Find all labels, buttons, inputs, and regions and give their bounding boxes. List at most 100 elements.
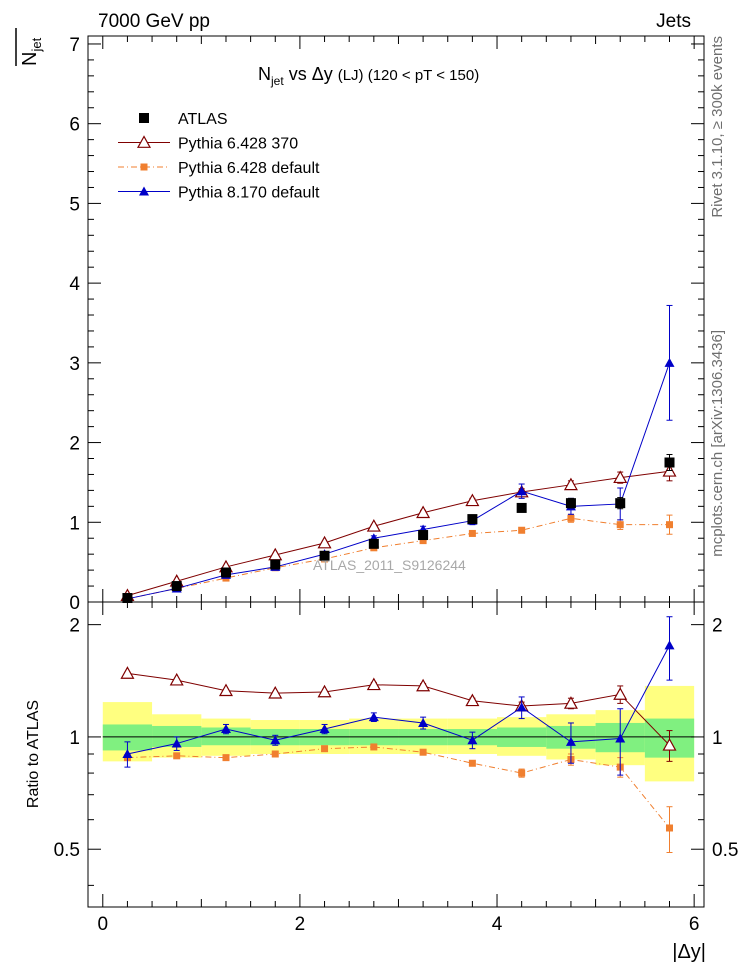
- legend-marker: [140, 163, 148, 171]
- main-y-axis-label: Njet: [15, 28, 44, 66]
- data-point: [516, 486, 527, 496]
- ylabel-sub: jet: [29, 37, 44, 52]
- series-pythia-6-428-default: [123, 743, 674, 853]
- series-line-pythia-8-170-default: [127, 362, 670, 600]
- series-line-pythia-6-428-default: [127, 517, 670, 600]
- data-point: [518, 769, 526, 777]
- data-point: [122, 748, 133, 758]
- data-point: [270, 559, 281, 570]
- legend-label: Pythia 8.170 default: [178, 185, 320, 202]
- ratio-y-tick-label-left: 2: [69, 616, 80, 637]
- data-point: [419, 748, 427, 756]
- series-line-pythia-6-428-370: [127, 672, 670, 746]
- ratio-uncertainty-bands: [102, 685, 695, 782]
- series-line-pythia-8-170-default: [127, 645, 670, 755]
- main-y-tick-label: 1: [69, 513, 80, 534]
- data-point: [220, 724, 231, 734]
- data-point: [419, 537, 427, 545]
- data-point: [268, 685, 283, 699]
- legend-marker: [136, 135, 152, 148]
- data-point: [418, 530, 429, 541]
- main-y-tick-label: 4: [69, 274, 80, 295]
- data-point: [319, 724, 330, 734]
- data-point: [613, 470, 628, 484]
- data-point: [169, 672, 184, 686]
- data-point: [366, 519, 381, 532]
- series-line-pythia-6-428-default: [127, 746, 670, 829]
- ratio-series-layer: [120, 616, 677, 853]
- data-point: [666, 521, 674, 529]
- legend-item-pythia-8-170-default: Pythia 8.170 default: [118, 185, 320, 202]
- data-point: [468, 759, 476, 767]
- data-point: [173, 752, 181, 760]
- ratio-y-tick-label-right: 1: [712, 728, 723, 749]
- main-y-tick-label: 7: [69, 35, 80, 56]
- data-point: [270, 735, 281, 745]
- data-point: [222, 754, 230, 762]
- series-atlas: [122, 454, 675, 604]
- side-label-mcplots: mcplots.cern.ch [arXiv:1306.3436]: [709, 330, 726, 557]
- series-line-pythia-6-428-370: [127, 470, 670, 597]
- data-point: [366, 677, 381, 691]
- data-point: [171, 581, 182, 592]
- data-point: [418, 717, 429, 727]
- main-plot-panel: 0 1 2 3 4 5 6 7 Njet vs Δy (LJ) (120 < pT < 150…: [15, 28, 705, 614]
- ratio-y-tick-label-left: 0.5: [54, 840, 80, 861]
- legend-label: ATLAS: [178, 111, 228, 128]
- data-point: [465, 693, 480, 707]
- data-point: [662, 738, 677, 751]
- x-axis-label: |Δy|: [672, 941, 706, 963]
- data-point: [518, 526, 526, 534]
- main-y-tick-label: 5: [69, 194, 80, 215]
- data-point: [567, 514, 575, 522]
- main-series-layer: [120, 304, 677, 604]
- header-right-label: Jets: [656, 11, 691, 32]
- main-chart-title: Njet vs Δy (LJ) (120 < pT < 150): [258, 64, 479, 88]
- watermark-label: ATLAS_2011_S9126244: [313, 557, 466, 573]
- data-point: [615, 733, 626, 743]
- data-point: [468, 529, 476, 537]
- side-label-rivet: Rivet 3.1.10, ≥ 300k events: [709, 36, 726, 218]
- ratio-plot-panel: 0.5 0.5 1 1 2 2 0 2 4 6 Ratio to ATLAS |Δy|: [25, 601, 739, 963]
- data-point: [368, 538, 379, 549]
- ratio-y-axis-label: Ratio to ATLAS: [25, 700, 42, 808]
- data-point: [370, 743, 378, 751]
- main-y-tick-labels: 0 1 2 3 4 5 6 7: [69, 35, 80, 614]
- data-point: [319, 550, 330, 561]
- x-tick-label: 0: [97, 914, 108, 935]
- series-pythia-6-428-370: [120, 461, 677, 602]
- data-point: [516, 502, 527, 513]
- main-y-tick-label: 2: [69, 434, 80, 455]
- ratio-y-tick-label-right: 0.5: [712, 840, 738, 861]
- main-y-tick-label: 0: [69, 593, 80, 614]
- data-point: [218, 683, 234, 697]
- data-point: [467, 735, 478, 745]
- data-point: [465, 493, 480, 507]
- ratio-tick-labels: 0.5 0.5 1 1 2 2 0 2 4 6: [54, 616, 739, 935]
- data-point: [317, 684, 332, 698]
- data-point: [120, 666, 135, 679]
- data-point: [664, 640, 675, 650]
- data-point: [563, 477, 578, 491]
- svg-text:Njet: Njet: [19, 37, 44, 66]
- data-point: [613, 687, 628, 700]
- data-point: [615, 498, 626, 509]
- data-point: [664, 357, 675, 367]
- x-tick-label: 4: [492, 914, 503, 935]
- data-point: [467, 514, 478, 525]
- data-point: [416, 505, 431, 519]
- data-point: [368, 712, 379, 722]
- data-point: [171, 738, 182, 748]
- data-point: [516, 702, 527, 712]
- ratio-y-tick-label-right: 2: [712, 616, 723, 637]
- legend-marker: [139, 186, 149, 196]
- data-point: [565, 736, 576, 746]
- main-y-tick-label: 3: [69, 354, 80, 375]
- main-y-tick-label: 6: [69, 115, 80, 136]
- legend-item-pythia-6-428-default: Pythia 6.428 default: [118, 160, 320, 177]
- legend-item-pythia-6-428-370: Pythia 6.428 370: [118, 135, 298, 153]
- header-left-label: 7000 GeV pp: [98, 11, 210, 32]
- legend-marker: [139, 113, 149, 123]
- data-point: [317, 535, 332, 549]
